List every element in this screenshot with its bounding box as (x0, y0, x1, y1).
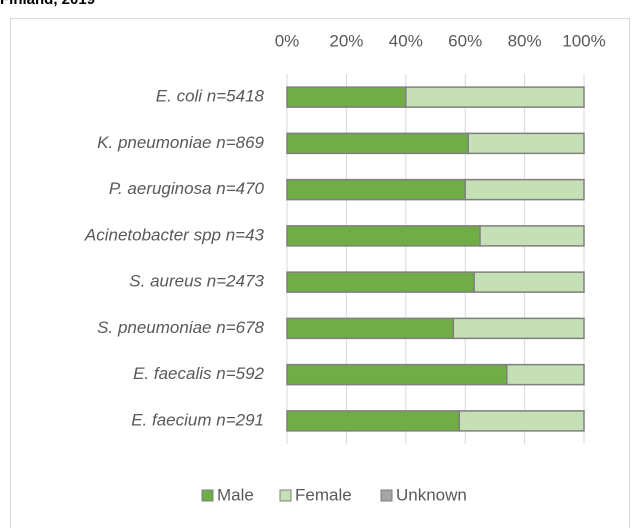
legend-swatch (279, 489, 292, 502)
bar-segment (452, 317, 585, 340)
legend-swatch (201, 489, 214, 502)
x-tick-label: 60% (448, 31, 482, 50)
legend-swatch (380, 489, 393, 502)
bar-segment (286, 225, 481, 247)
category-label: P. aeruginosa n=470 (109, 179, 265, 198)
bar-segment (286, 317, 455, 340)
bar-segment (473, 271, 585, 293)
category-label: E. faecalis n=592 (133, 364, 264, 383)
x-tick-label: 80% (508, 31, 542, 50)
x-tick-label: 0% (275, 31, 300, 50)
bar-segment (286, 86, 407, 108)
category-label: Acinetobacter spp n=43 (84, 225, 265, 244)
category-label: K. pneumoniae n=869 (97, 133, 264, 152)
bar-segment (286, 132, 469, 155)
category-label: E. faecium n=291 (131, 410, 264, 429)
chart-border (10, 18, 630, 528)
bar-segment (467, 132, 585, 155)
bar-segment (479, 225, 585, 247)
bar-segment (286, 271, 475, 293)
legend-label: Female (295, 485, 352, 504)
bar-segment (464, 178, 585, 201)
bar-segment (286, 363, 508, 386)
bar-segment (506, 363, 585, 386)
x-tick-label: 100% (562, 31, 605, 50)
x-tick-label: 20% (329, 31, 363, 50)
chart-title: Finland, 2019 (0, 0, 95, 8)
legend-label: Unknown (396, 485, 467, 504)
category-label: E. coli n=5418 (156, 87, 265, 106)
bar-segment (286, 178, 466, 201)
x-tick-label: 40% (389, 31, 423, 50)
bar-segment (405, 86, 585, 108)
bar-segment (286, 410, 461, 432)
legend-label: Male (217, 485, 254, 504)
category-label: S. aureus n=2473 (129, 272, 264, 291)
bar-segment (458, 410, 585, 432)
category-label: S. pneumoniae n=678 (97, 318, 264, 337)
